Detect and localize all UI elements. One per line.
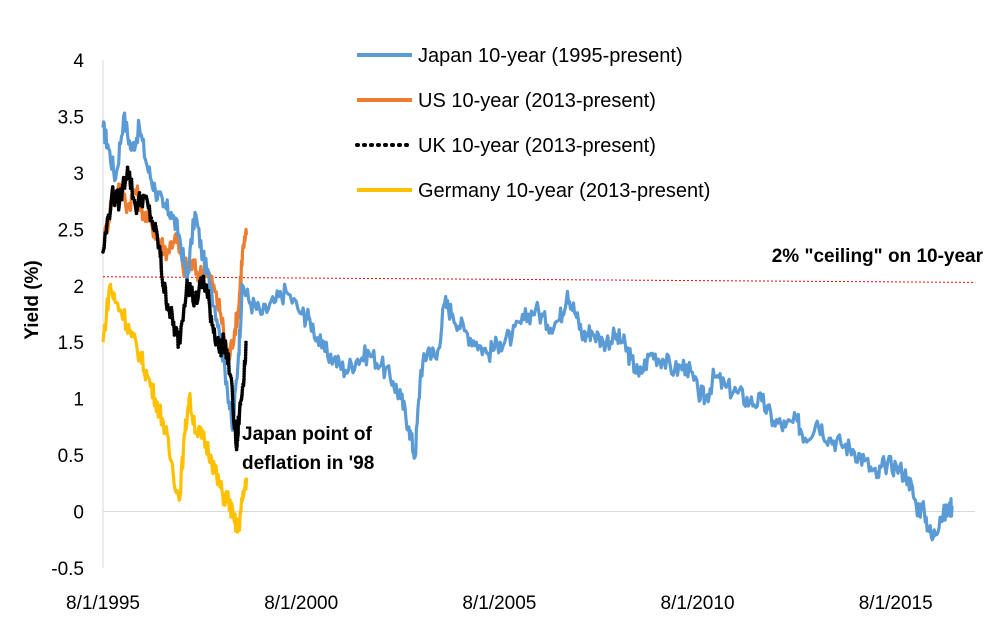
y-axis-label: Yield (%)	[22, 260, 43, 340]
series-germany-10yr	[101, 282, 249, 534]
annotation-japan-deflation-line2: deflation in '98	[242, 453, 374, 474]
uk-data-point	[209, 317, 214, 322]
uk-data-point	[242, 369, 247, 374]
uk-data-point	[244, 345, 248, 350]
annotation-japan-deflation-line1: Japan point of	[242, 424, 373, 445]
uk-data-point	[160, 277, 165, 282]
uk-data-point	[230, 384, 234, 389]
series-us-10yr	[101, 182, 249, 361]
uk-data-point	[235, 444, 239, 448]
y-tick-label: 0.5	[58, 446, 84, 467]
y-tick-label: 3.5	[58, 107, 84, 128]
uk-data-point	[163, 291, 168, 295]
uk-data-point	[154, 224, 158, 229]
uk-data-point	[183, 303, 187, 308]
uk-data-point	[175, 330, 180, 334]
uk-data-point	[192, 303, 196, 308]
uk-data-point	[230, 399, 235, 404]
legend-japan: Japan 10-year (1995-present)	[357, 45, 683, 67]
y-tick-label: 2.5	[58, 220, 84, 241]
y-tick-label: 3	[73, 164, 84, 185]
x-tick-label: 8/1/2005	[462, 593, 536, 614]
uk-data-point	[163, 288, 168, 293]
uk-data-point	[149, 216, 154, 220]
legend-label: Germany 10-year (2013-present)	[418, 180, 710, 202]
series-japan-10yr	[101, 111, 954, 542]
uk-data-point	[165, 302, 170, 307]
uk-data-point	[172, 322, 176, 327]
uk-data-point	[242, 377, 246, 381]
x-tick-label: 8/1/2000	[264, 593, 338, 614]
uk-data-point	[131, 195, 136, 200]
legend-label: UK 10-year (2013-present)	[418, 135, 656, 157]
uk-data-point	[164, 293, 168, 298]
uk-data-point	[183, 298, 188, 303]
uk-data-point	[235, 441, 239, 446]
uk-data-point	[159, 266, 164, 271]
uk-data-point	[230, 389, 235, 394]
uk-data-point	[209, 314, 214, 319]
uk-data-point	[164, 296, 168, 300]
uk-data-point	[230, 392, 235, 396]
legend-germany: Germany 10-year (2013-present)	[357, 180, 710, 202]
legend-label: Japan 10-year (1995-present)	[418, 45, 683, 67]
y-tick-labels: -0.5 0 0.5 1 1.5 2 2.5 3 3.5 4	[51, 51, 84, 580]
x-tick-label: 8/1/1995	[66, 593, 140, 614]
uk-data-point	[230, 397, 235, 401]
uk-data-point	[242, 372, 246, 376]
uk-data-point	[244, 340, 248, 345]
uk-data-point	[244, 343, 248, 347]
uk-data-point	[230, 394, 235, 399]
legend-us: US 10-year (2013-present)	[357, 90, 656, 112]
uk-data-point	[242, 374, 246, 379]
uk-data-point	[243, 350, 248, 355]
uk-data-point	[243, 348, 248, 352]
uk-data-point	[171, 320, 176, 324]
y-tick-label: 0	[73, 503, 84, 524]
x-tick-label: 8/1/2015	[859, 593, 933, 614]
uk-data-point	[243, 355, 248, 360]
uk-data-point	[213, 342, 218, 347]
uk-data-point	[230, 386, 235, 391]
y-tick-label: 4	[73, 51, 84, 72]
uk-data-point	[243, 353, 248, 357]
uk-data-point	[163, 286, 168, 290]
uk-data-point	[238, 402, 243, 406]
x-tick-labels: 8/1/1995 8/1/2000 8/1/2005 8/1/2010 8/1/2015	[66, 593, 933, 614]
reference-line-label: 2% "ceiling" on 10-year	[772, 246, 984, 267]
uk-data-point	[174, 327, 179, 331]
uk-data-point	[159, 274, 164, 279]
uk-data-point	[243, 358, 248, 363]
series-lines	[101, 111, 954, 542]
reference-line-2pct	[102, 276, 976, 283]
y-tick-label: 1.5	[58, 333, 84, 354]
uk-data-point	[112, 203, 117, 208]
uk-data-point	[153, 221, 158, 226]
uk-data-point	[210, 320, 214, 324]
y-tick-label: 2	[73, 277, 84, 298]
uk-data-point	[135, 205, 140, 210]
uk-data-point	[164, 298, 168, 303]
y-tick-label: 1	[73, 390, 84, 411]
uk-data-point	[159, 269, 164, 274]
uk-data-point	[183, 296, 188, 300]
legend-label: US 10-year (2013-present)	[418, 90, 656, 112]
y-tick-label: -0.5	[51, 559, 84, 580]
uk-data-point	[242, 366, 247, 371]
legend: Japan 10-year (1995-present) US 10-year (…	[355, 45, 710, 202]
series-uk-10yr	[101, 165, 248, 452]
uk-data-point	[183, 301, 188, 305]
uk-data-point	[159, 272, 164, 276]
x-tick-label: 8/1/2010	[661, 593, 735, 614]
legend-uk: UK 10-year (2013-present)	[355, 135, 656, 157]
